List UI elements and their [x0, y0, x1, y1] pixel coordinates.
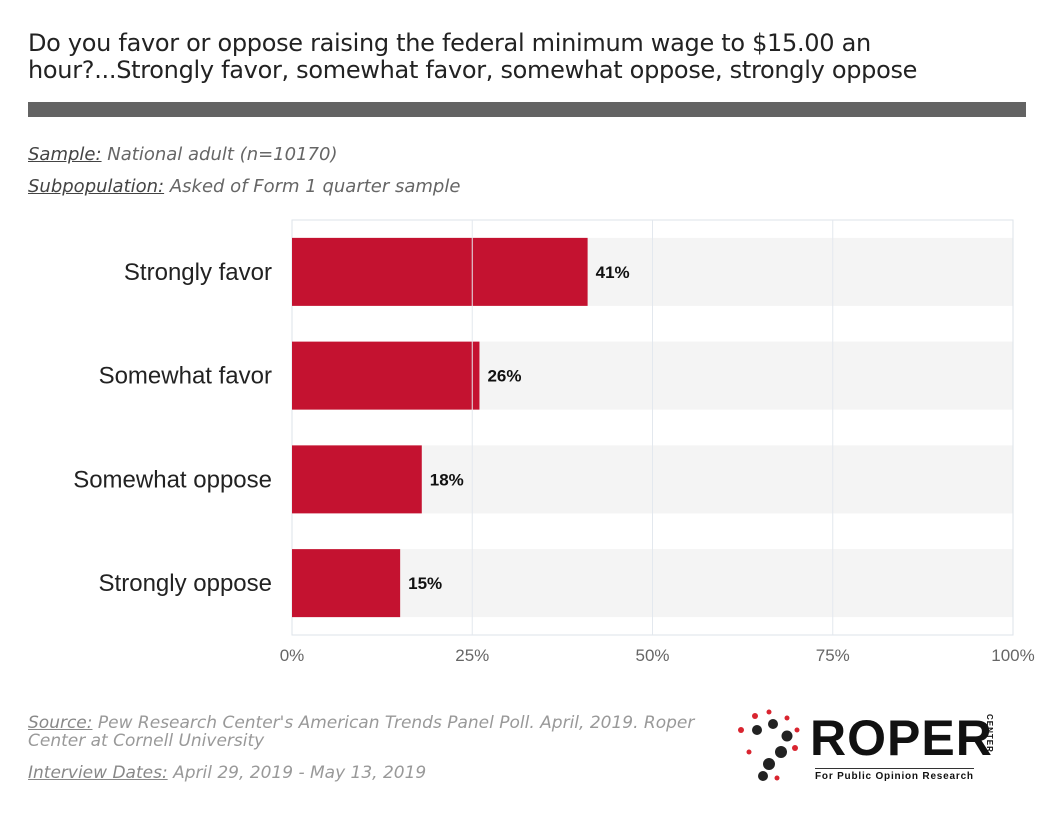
value-label: 18% — [430, 470, 464, 489]
sample-line: Sample: National adult (n=10170) — [28, 144, 337, 165]
interview-dates-value: April 29, 2019 - May 13, 2019 — [173, 763, 427, 783]
logo-tagline: For Public Opinion Research — [815, 768, 974, 782]
bar — [292, 445, 422, 514]
category-label: Somewhat favor — [99, 363, 272, 390]
category-label: Strongly favor — [124, 259, 272, 286]
bar-chart: Strongly favor Somewhat favor Somewhat opp… — [73, 219, 1035, 665]
title-rule — [28, 102, 1026, 117]
logo-center-text: CENTER — [985, 714, 994, 753]
subpopulation-line: Subpopulation: Asked of Form 1 quarter s… — [28, 176, 460, 197]
subpopulation-label: Subpopulation: — [28, 176, 165, 197]
x-tick-label: 75% — [816, 646, 850, 665]
bar — [292, 237, 588, 306]
subpopulation-value: Asked of Form 1 quarter sample — [169, 176, 461, 197]
logo-wordmark: ROPER — [810, 710, 993, 766]
x-tick-label: 50% — [635, 646, 669, 665]
roper-center-logo: ROPER CENTER For Public Opinion Research — [735, 708, 1005, 788]
source-value: Pew Research Center's American Trends Pa… — [28, 713, 695, 751]
category-label: Somewhat oppose — [73, 466, 272, 493]
value-label: 41% — [596, 263, 630, 282]
roper-molecule-icon — [738, 709, 800, 781]
x-tick-label: 0% — [280, 646, 305, 665]
source-label: Source: — [28, 713, 93, 733]
x-tick-label: 25% — [455, 646, 489, 665]
value-label: 26% — [487, 367, 521, 386]
category-label: Strongly oppose — [99, 570, 272, 597]
source-line: Source: Pew Research Center's American T… — [28, 714, 728, 750]
chart-title: Do you favor or oppose raising the feder… — [28, 29, 918, 84]
sample-value: National adult (n=10170) — [107, 144, 338, 165]
interview-dates-label: Interview Dates: — [28, 763, 168, 783]
value-label: 15% — [408, 574, 442, 593]
bar — [292, 341, 480, 410]
interview-dates-line: Interview Dates: April 29, 2019 - May 13… — [28, 764, 426, 782]
bar — [292, 549, 401, 618]
sample-label: Sample: — [28, 144, 102, 165]
x-tick-label: 100% — [991, 646, 1034, 665]
